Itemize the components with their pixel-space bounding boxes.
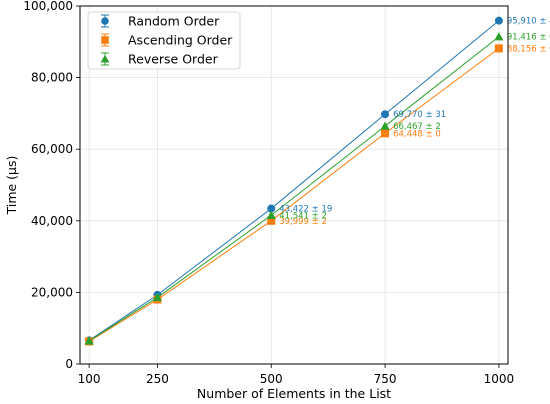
series-line bbox=[88, 48, 500, 342]
legend-item: Reverse Order bbox=[100, 52, 219, 67]
data-label: 91,416 ± 0 bbox=[507, 33, 550, 43]
data-label: 69,770 ± 31 bbox=[393, 110, 446, 120]
data-label: 39,999 ± 2 bbox=[279, 217, 327, 227]
y-tick-label: 20,000 bbox=[31, 285, 73, 299]
x-tick-label: 750 bbox=[374, 372, 397, 386]
data-label: 41,541 ± 2 bbox=[279, 211, 327, 221]
legend-marker bbox=[101, 36, 109, 44]
x-tick-label: 250 bbox=[146, 372, 169, 386]
x-tick-label: 500 bbox=[260, 372, 283, 386]
data-point bbox=[152, 292, 163, 302]
x-tick-label: 1000 bbox=[484, 372, 515, 386]
data-label: 66,467 ± 2 bbox=[393, 122, 441, 132]
series-2 bbox=[84, 32, 504, 345]
legend-item: Random Order bbox=[101, 14, 220, 29]
y-tick-label: 80,000 bbox=[31, 71, 73, 85]
legend-marker bbox=[100, 54, 110, 63]
data-point bbox=[267, 216, 276, 225]
y-axis-title: Time (µs) bbox=[4, 156, 19, 216]
plot-frame bbox=[79, 5, 509, 365]
data-label: 95,910 ± 43 bbox=[507, 17, 550, 27]
x-axis: 100 250 500 750 1000 bbox=[78, 364, 515, 386]
y-tick-label: 100,000 bbox=[23, 0, 73, 13]
data-point bbox=[266, 210, 276, 219]
y-tick-label: 40,000 bbox=[31, 214, 73, 228]
series-line bbox=[88, 36, 500, 342]
data-point bbox=[267, 204, 276, 213]
data-label: 64,448 ± 0 bbox=[393, 129, 441, 139]
data-point bbox=[494, 32, 504, 41]
legend-item: Ascending Order bbox=[101, 33, 233, 48]
x-axis-title: Number of Elements in the List bbox=[197, 386, 391, 401]
y-tick-label: 60,000 bbox=[31, 142, 73, 156]
data-labels: 43,422 ± 19 69,770 ± 31 95,910 ± 43 39,999 … bbox=[279, 17, 550, 227]
series-layer bbox=[84, 16, 504, 346]
data-point bbox=[494, 16, 503, 25]
y-axis: 0 20,000 40,000 60,000 80,000 100,000 bbox=[23, 0, 80, 371]
x-tick-label: 100 bbox=[78, 372, 101, 386]
legend-label: Random Order bbox=[128, 14, 220, 29]
legend-label: Ascending Order bbox=[128, 33, 233, 48]
legend-box bbox=[87, 11, 241, 70]
legend-label: Reverse Order bbox=[128, 52, 219, 67]
data-point bbox=[381, 129, 390, 138]
data-point bbox=[494, 44, 503, 53]
data-point bbox=[84, 336, 94, 345]
data-label: 88,156 ± 0 bbox=[507, 44, 550, 54]
data-point bbox=[380, 121, 390, 130]
legend: Random Order Ascending Order Reverse Order bbox=[87, 11, 241, 70]
series-1 bbox=[85, 44, 503, 346]
data-label: 43,422 ± 19 bbox=[279, 205, 332, 215]
legend-marker bbox=[101, 17, 109, 25]
y-tick-label: 0 bbox=[65, 357, 73, 371]
data-point bbox=[381, 110, 390, 119]
